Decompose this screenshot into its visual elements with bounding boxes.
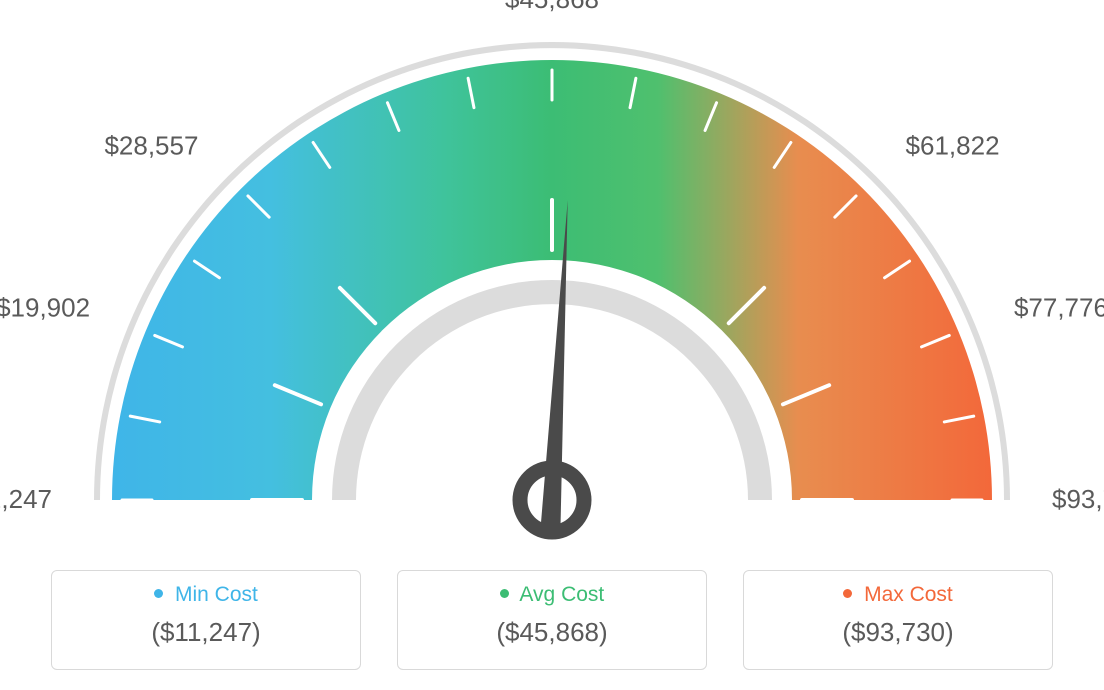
gauge-tick-label: $28,557 <box>104 130 198 160</box>
gauge-chart: $11,247 $19,902 $28,557 $45,868 $61,822 $77,7… <box>0 0 1104 560</box>
gauge-tick-label: $93,730 <box>1052 484 1104 514</box>
legend-box-max: Max Cost ($93,730) <box>743 570 1053 670</box>
legend-value-min: ($11,247) <box>52 617 360 648</box>
dot-icon <box>500 589 509 598</box>
gauge-tick-label: $61,822 <box>906 130 1000 160</box>
dot-icon <box>154 589 163 598</box>
gauge-tick-label: $77,776 <box>1014 293 1104 323</box>
gauge-svg: $11,247 $19,902 $28,557 $45,868 $61,822 $77,7… <box>0 0 1104 560</box>
legend-value-max: ($93,730) <box>744 617 1052 648</box>
gauge-tick-label: $11,247 <box>0 484 52 514</box>
legend-title-min: Min Cost <box>52 583 360 607</box>
gauge-tick-label: $19,902 <box>0 293 90 323</box>
legend-title-text: Avg Cost <box>519 583 604 606</box>
legend-title-avg: Avg Cost <box>398 583 706 607</box>
legend-title-max: Max Cost <box>744 583 1052 607</box>
dot-icon <box>843 589 852 598</box>
legend-value-avg: ($45,868) <box>398 617 706 648</box>
legend-title-text: Max Cost <box>864 583 953 606</box>
legend-row: Min Cost ($11,247) Avg Cost ($45,868) Ma… <box>0 570 1104 670</box>
cost-gauge-widget: $11,247 $19,902 $28,557 $45,868 $61,822 $77,7… <box>0 0 1104 690</box>
gauge-tick-label: $45,868 <box>505 0 599 14</box>
legend-box-avg: Avg Cost ($45,868) <box>397 570 707 670</box>
legend-box-min: Min Cost ($11,247) <box>51 570 361 670</box>
legend-title-text: Min Cost <box>175 583 258 606</box>
